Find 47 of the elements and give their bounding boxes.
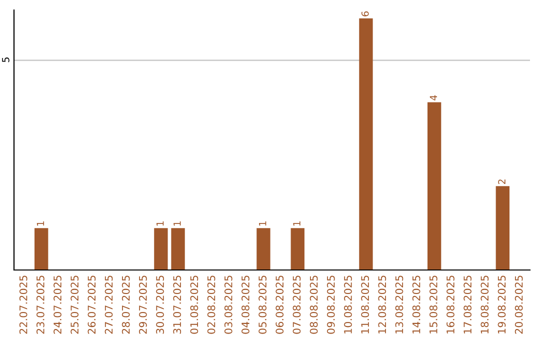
- x-tick-label: 26.07.2025: [88, 276, 96, 334]
- data-label: 2: [498, 180, 506, 184]
- x-tick-label: 11.08.2025: [361, 276, 369, 334]
- data-label: 4: [430, 95, 437, 100]
- x-tick-label: 13.08.2025: [395, 276, 404, 334]
- x-tick-label: 24.07.2025: [54, 276, 62, 334]
- x-tick-label: 23.07.2025: [36, 276, 44, 334]
- x-tick-label: 30.07.2025: [156, 276, 164, 334]
- bar: [427, 102, 442, 270]
- data-label: 1: [259, 221, 266, 226]
- x-tick-label: 12.08.2025: [378, 276, 386, 334]
- bar: [256, 228, 270, 270]
- x-tick-label: 20.08.2025: [514, 276, 523, 334]
- x-tick-label: 28.07.2025: [122, 276, 130, 334]
- x-tick-label: 22.07.2025: [19, 276, 28, 334]
- data-label: 1: [174, 221, 181, 226]
- data-label: 1: [156, 221, 164, 226]
- bar: [34, 228, 48, 270]
- x-tick-label: 27.07.2025: [104, 276, 113, 334]
- bar: [290, 228, 304, 270]
- x-tick-label: 25.07.2025: [70, 276, 79, 334]
- bar: [496, 186, 510, 270]
- data-label: 1: [293, 221, 300, 226]
- data-label: 6: [361, 11, 369, 16]
- x-tick-label: 06.08.2025: [276, 276, 284, 334]
- bar: [171, 228, 185, 270]
- x-tick-label: 16.08.2025: [446, 276, 454, 334]
- x-tick-label: 05.08.2025: [258, 276, 266, 334]
- y-tick-label: 5: [2, 57, 10, 62]
- bar: [154, 228, 168, 270]
- x-tick-label: 29.07.2025: [139, 276, 147, 334]
- x-tick-label: 18.08.2025: [480, 276, 489, 334]
- x-tick-label: 02.08.2025: [207, 276, 216, 334]
- x-tick-label: 04.08.2025: [242, 276, 250, 334]
- data-label: 1: [36, 221, 44, 226]
- x-tick-label: 08.08.2025: [310, 276, 318, 334]
- x-tick-label: 10.08.2025: [344, 276, 352, 334]
- x-tick-label: 01.08.2025: [190, 276, 198, 334]
- x-tick-label: 14.08.2025: [412, 276, 420, 334]
- bar: [359, 18, 373, 270]
- x-tick-label: 19.08.2025: [498, 276, 506, 334]
- x-tick-label: 03.08.2025: [224, 276, 232, 334]
- x-tick-label: 17.08.2025: [464, 276, 472, 334]
- x-tick-label: 15.08.2025: [429, 276, 438, 334]
- x-tick-label: 31.07.2025: [173, 276, 182, 334]
- x-tick-label: 07.08.2025: [292, 276, 301, 334]
- x-tick-label: 09.08.2025: [326, 276, 335, 334]
